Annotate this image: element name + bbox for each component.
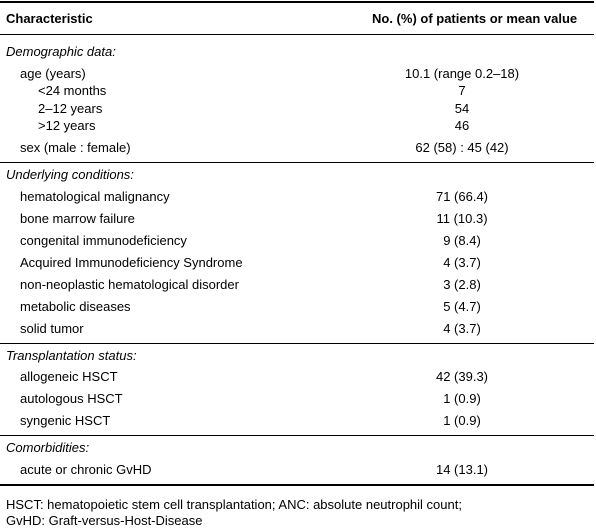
row-value: 3 (2.8) [443,276,481,292]
row-label: autologous HSCT [20,391,123,406]
row-value: 71 (66.4) [435,188,489,204]
row-label: hematological malignancy [20,188,170,204]
section-title: Comorbidities: [6,440,90,455]
row-value: 62 (58) : 45 (42) [415,140,509,155]
row-label: metabolic diseases [20,298,131,314]
rule [0,34,594,35]
row-label: congenital immunodeficiency [20,232,187,248]
row-value: 4 (3.7) [443,320,481,336]
section-title: Underlying conditions: [6,167,134,182]
row-value: 5 (4.7) [443,298,481,314]
subrow-label: <24 months [38,83,107,98]
row-label: allogeneic HSCT [20,369,118,384]
rule [0,342,594,344]
row-label: non-neoplastic hematological disorder [20,276,239,292]
row-value: 9 (8.4) [443,232,481,248]
section-title: Transplantation status: [6,347,137,363]
footnote: HSCT: hematopoietic stem cell transplant… [6,497,462,512]
footnote: GvHD: Graft-versus-Host-Disease [6,513,203,528]
section-title: Demographic data: [6,44,116,59]
row-label: acute or chronic GvHD [20,461,152,477]
subrow-label: >12 years [38,118,96,133]
row-value: 1 (0.9) [443,413,481,428]
row-value: 11 (10.3) [436,210,488,226]
rule [0,162,594,163]
subrow-label: 2–12 years [38,100,103,116]
rule [0,483,594,486]
row-value: 1 (0.9) [443,391,481,406]
row-value: 4 (3.7) [443,254,481,270]
row-label: sex (male : female) [20,140,131,155]
row-label: syngenic HSCT [20,413,111,428]
row-label: age (years) [20,65,86,81]
row-value: 10.1 (range 0.2–18) [404,65,520,81]
column-header: No. (%) of patients or mean value [372,11,578,26]
subrow-value: 46 [454,118,470,133]
rule [0,435,594,436]
row-label: Acquired Immunodeficiency Syndrome [20,254,243,270]
column-header: Characteristic [6,11,93,26]
rule [0,1,594,3]
row-label: bone marrow failure [20,210,135,226]
row-value: 42 (39.3) [435,369,489,384]
row-label: solid tumor [20,320,84,336]
subrow-value: 7 [458,83,466,98]
subrow-value: 54 [454,100,470,116]
row-value: 14 (13.1) [435,461,489,477]
